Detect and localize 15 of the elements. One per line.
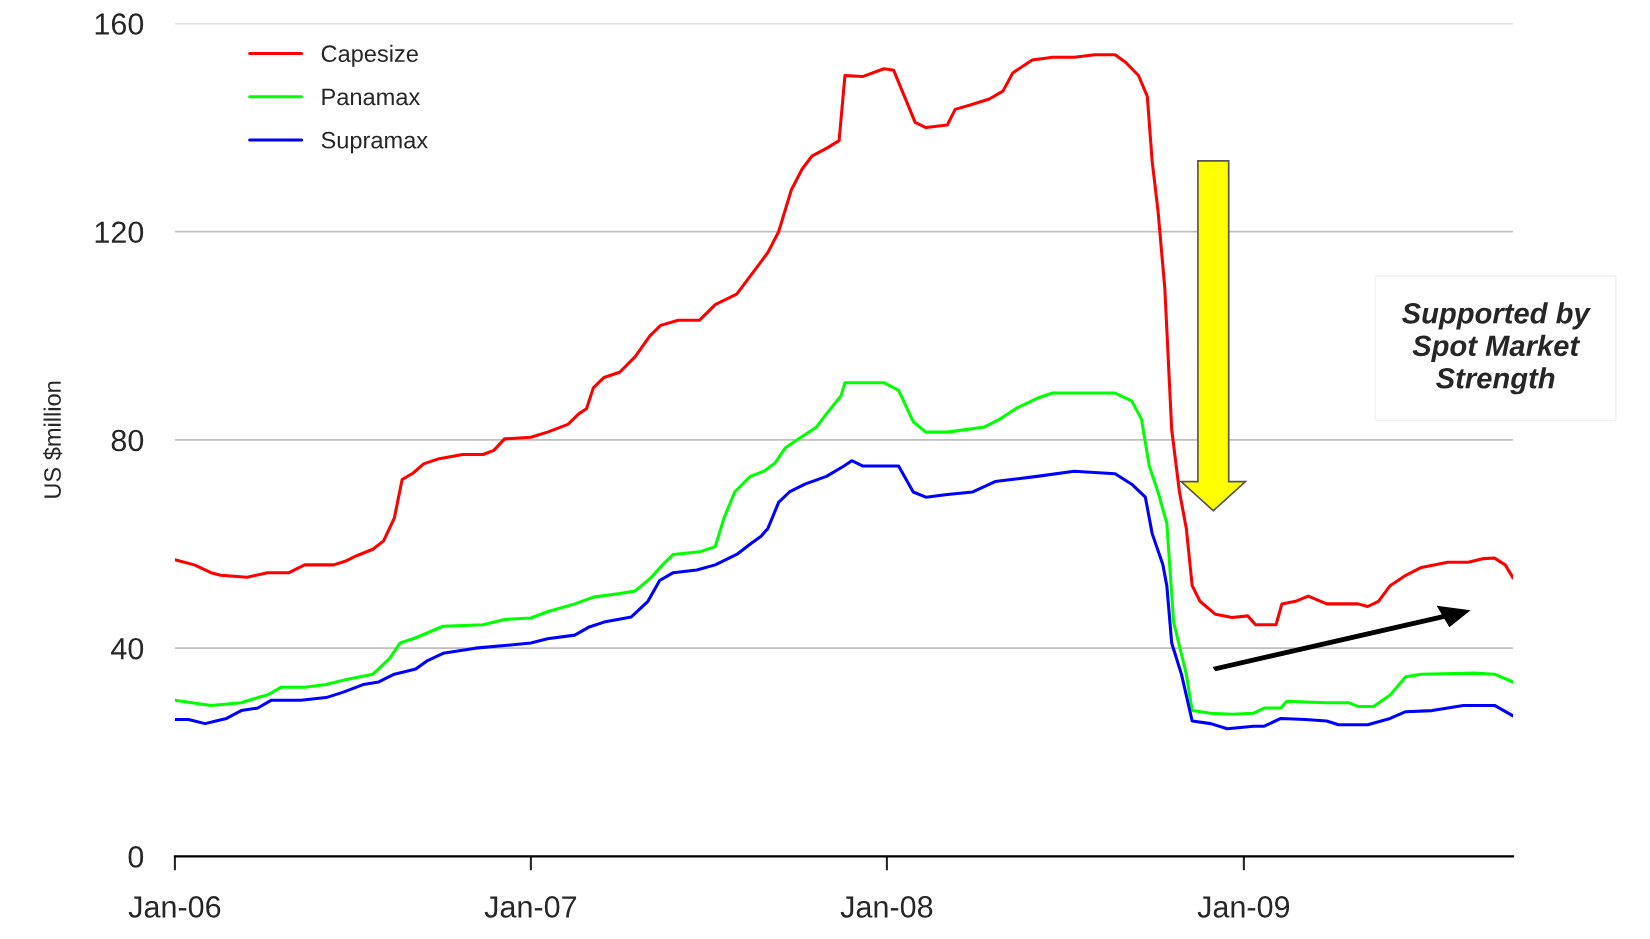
annotation: Supported by Spot Market Strength bbox=[1402, 302, 1591, 395]
y-axis-title: US $million bbox=[43, 381, 63, 498]
legend-label: Panamax bbox=[322, 88, 420, 106]
x-tick-label: Jan-06 bbox=[128, 896, 221, 918]
y-tick-label: 120 bbox=[95, 221, 144, 244]
x-tick-label: Jan-09 bbox=[1197, 896, 1290, 918]
y-tick-label: 40 bbox=[111, 637, 144, 660]
y-tick-label: 0 bbox=[128, 846, 144, 868]
y-tick-label: 80 bbox=[111, 429, 144, 452]
legend-label: Supramax bbox=[321, 131, 428, 154]
x-tick-label: Jan-07 bbox=[484, 896, 577, 918]
legend-label: Capesize bbox=[321, 44, 418, 67]
y-tick-label: 160 bbox=[95, 13, 144, 35]
x-tick-label: Jan-08 bbox=[840, 896, 933, 918]
line-series bbox=[174, 459, 1514, 731]
